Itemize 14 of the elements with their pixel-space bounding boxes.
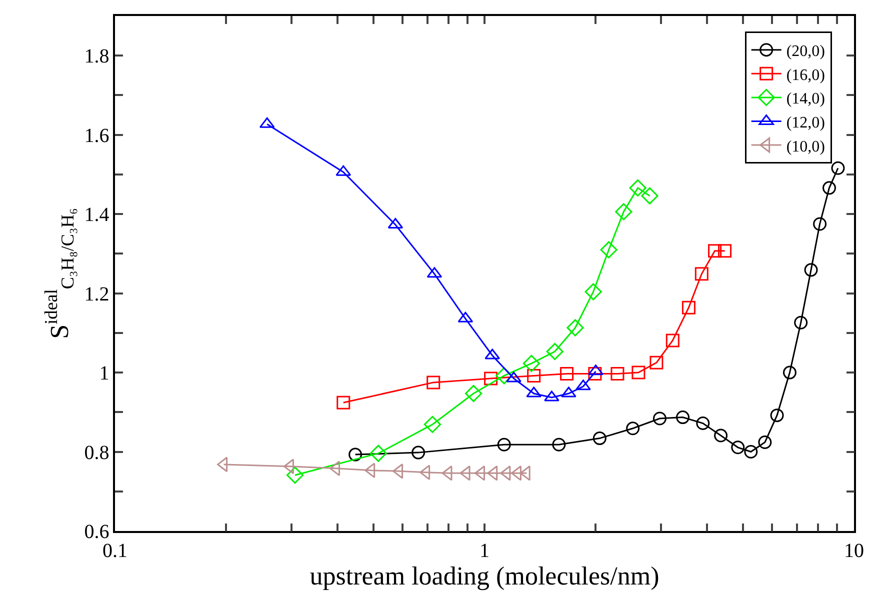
legend-label: (16,0) — [786, 66, 825, 84]
y-tick-label: 1.8 — [84, 46, 110, 68]
y-tick-label: 0.8 — [84, 442, 110, 464]
legend-label: (10,0) — [786, 138, 825, 156]
legend-label: (12,0) — [786, 114, 825, 132]
x-axis-title: upstream loading (molecules/nm) — [310, 562, 660, 591]
legend-label: (14,0) — [786, 90, 825, 108]
y-tick-label: 1 — [99, 362, 110, 385]
y-tick-label: 1.4 — [84, 204, 110, 226]
x-tick-label: 1 — [480, 540, 490, 562]
y-tick-label: 1.6 — [84, 124, 110, 147]
legend-label: (20,0) — [786, 43, 825, 60]
y-tick-label: 1.2 — [84, 283, 110, 306]
x-tick-label: 10 — [844, 540, 864, 562]
